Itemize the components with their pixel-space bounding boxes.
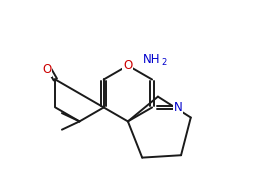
Text: 2: 2 bbox=[162, 58, 167, 67]
Text: N: N bbox=[174, 101, 182, 114]
Text: O: O bbox=[123, 59, 133, 72]
Text: NH: NH bbox=[143, 53, 161, 66]
Text: O: O bbox=[42, 63, 51, 76]
